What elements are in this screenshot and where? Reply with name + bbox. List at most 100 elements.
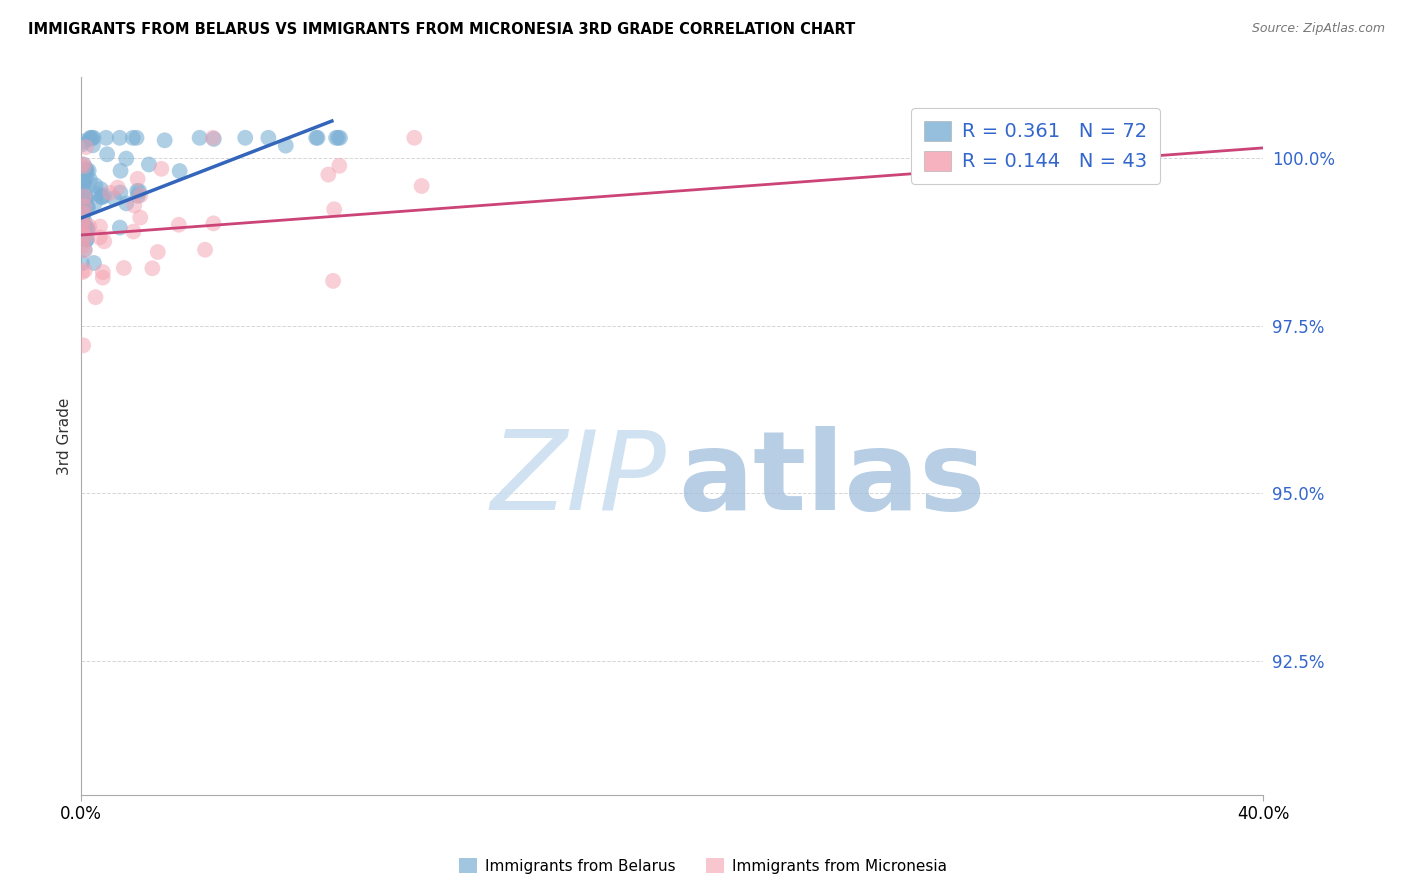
Point bbox=[82, 138, 104, 153]
Point bbox=[70, 157, 93, 171]
Point bbox=[76, 221, 98, 235]
Point bbox=[150, 161, 173, 176]
Point bbox=[70, 239, 93, 253]
Point bbox=[79, 219, 101, 234]
Point bbox=[72, 135, 94, 149]
Point bbox=[257, 130, 280, 145]
Point bbox=[75, 230, 97, 244]
Point bbox=[89, 219, 111, 234]
Point bbox=[146, 245, 169, 260]
Point bbox=[70, 265, 93, 279]
Point bbox=[202, 216, 225, 230]
Point bbox=[72, 201, 94, 215]
Point bbox=[110, 163, 132, 178]
Point bbox=[127, 171, 149, 186]
Point bbox=[75, 140, 97, 154]
Point bbox=[90, 190, 112, 204]
Point bbox=[75, 193, 97, 207]
Point bbox=[86, 186, 108, 201]
Point bbox=[75, 171, 97, 186]
Point bbox=[122, 198, 145, 212]
Point bbox=[115, 196, 138, 211]
Point bbox=[76, 232, 98, 246]
Point bbox=[98, 186, 121, 200]
Point bbox=[93, 235, 115, 249]
Point bbox=[76, 222, 98, 236]
Point bbox=[326, 130, 349, 145]
Point bbox=[76, 200, 98, 214]
Point bbox=[72, 178, 94, 192]
Point bbox=[90, 182, 112, 196]
Point bbox=[129, 188, 152, 202]
Point bbox=[83, 130, 105, 145]
Point bbox=[108, 220, 131, 235]
Point bbox=[153, 133, 176, 147]
Point bbox=[141, 261, 163, 276]
Point bbox=[70, 204, 93, 219]
Legend: R = 0.361   N = 72, R = 0.144   N = 43: R = 0.361 N = 72, R = 0.144 N = 43 bbox=[911, 108, 1160, 184]
Point bbox=[84, 290, 107, 304]
Point bbox=[93, 188, 115, 202]
Point bbox=[404, 130, 426, 145]
Point bbox=[77, 201, 100, 215]
Point bbox=[73, 190, 96, 204]
Point bbox=[75, 220, 97, 235]
Point bbox=[122, 225, 145, 239]
Point bbox=[305, 130, 328, 145]
Point bbox=[79, 130, 101, 145]
Point bbox=[108, 130, 131, 145]
Point bbox=[194, 243, 217, 257]
Point bbox=[70, 137, 93, 152]
Point bbox=[318, 168, 340, 182]
Point bbox=[72, 170, 94, 185]
Point bbox=[94, 130, 117, 145]
Point bbox=[72, 227, 94, 242]
Point bbox=[75, 192, 97, 206]
Point bbox=[96, 147, 118, 161]
Point bbox=[107, 180, 129, 194]
Point bbox=[411, 179, 433, 194]
Point bbox=[73, 214, 96, 228]
Point bbox=[202, 132, 225, 146]
Point bbox=[70, 256, 93, 270]
Point bbox=[80, 130, 103, 145]
Point bbox=[77, 163, 100, 178]
Point bbox=[233, 130, 256, 145]
Point bbox=[73, 176, 96, 190]
Point bbox=[91, 270, 114, 285]
Point bbox=[84, 178, 107, 193]
Point bbox=[79, 173, 101, 187]
Point bbox=[91, 265, 114, 279]
Point bbox=[76, 233, 98, 247]
Point bbox=[76, 163, 98, 178]
Point bbox=[138, 157, 160, 171]
Point bbox=[84, 195, 107, 210]
Point bbox=[72, 338, 94, 352]
Point bbox=[201, 130, 224, 145]
Point bbox=[110, 186, 132, 200]
Point bbox=[73, 243, 96, 257]
Point bbox=[129, 211, 152, 225]
Point bbox=[70, 229, 93, 244]
Point bbox=[103, 192, 125, 206]
Point bbox=[73, 186, 96, 200]
Point bbox=[169, 164, 191, 178]
Point bbox=[128, 184, 150, 198]
Text: atlas: atlas bbox=[678, 425, 986, 533]
Point bbox=[325, 130, 347, 145]
Point bbox=[115, 152, 138, 166]
Point bbox=[73, 263, 96, 277]
Point bbox=[72, 207, 94, 221]
Point bbox=[329, 130, 352, 145]
Point bbox=[73, 199, 96, 213]
Point bbox=[72, 206, 94, 220]
Point bbox=[73, 189, 96, 203]
Point bbox=[127, 188, 149, 202]
Y-axis label: 3rd Grade: 3rd Grade bbox=[58, 398, 72, 475]
Point bbox=[89, 230, 111, 244]
Legend: Immigrants from Belarus, Immigrants from Micronesia: Immigrants from Belarus, Immigrants from… bbox=[453, 852, 953, 880]
Point bbox=[121, 131, 143, 145]
Point bbox=[322, 274, 344, 288]
Point bbox=[73, 158, 96, 172]
Text: ZIP: ZIP bbox=[491, 425, 666, 533]
